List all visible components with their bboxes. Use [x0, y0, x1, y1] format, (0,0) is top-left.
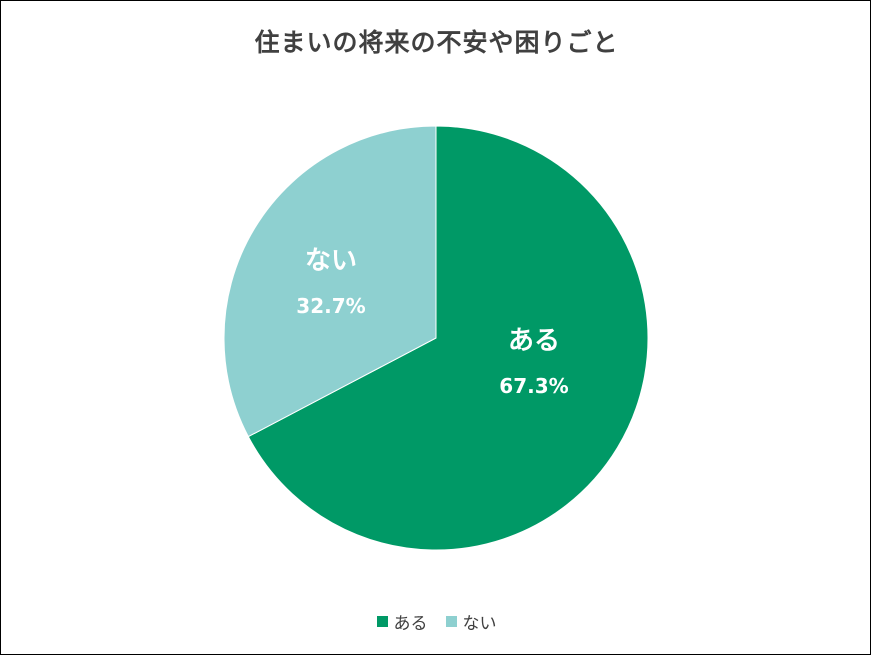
pie-slice-aru	[247, 125, 649, 551]
legend-swatch-nai	[445, 616, 457, 627]
legend-swatch-aru	[376, 616, 388, 627]
legend-label-nai: ない	[462, 614, 497, 634]
legend: ある ない	[1, 609, 871, 634]
legend-label-aru: ある	[393, 614, 428, 634]
legend-item-nai: ない	[445, 609, 497, 634]
slice-value-nai: 32.7%	[296, 294, 365, 318]
legend-item-aru: ある	[376, 609, 428, 634]
pie-slice-nai	[223, 125, 437, 438]
slice-label-aru: ある	[508, 326, 560, 356]
slice-label-nai: ない	[305, 246, 357, 276]
chart-title: 住まいの将来の不安や困りごと	[254, 28, 619, 57]
slice-value-aru: 67.3%	[499, 374, 568, 398]
